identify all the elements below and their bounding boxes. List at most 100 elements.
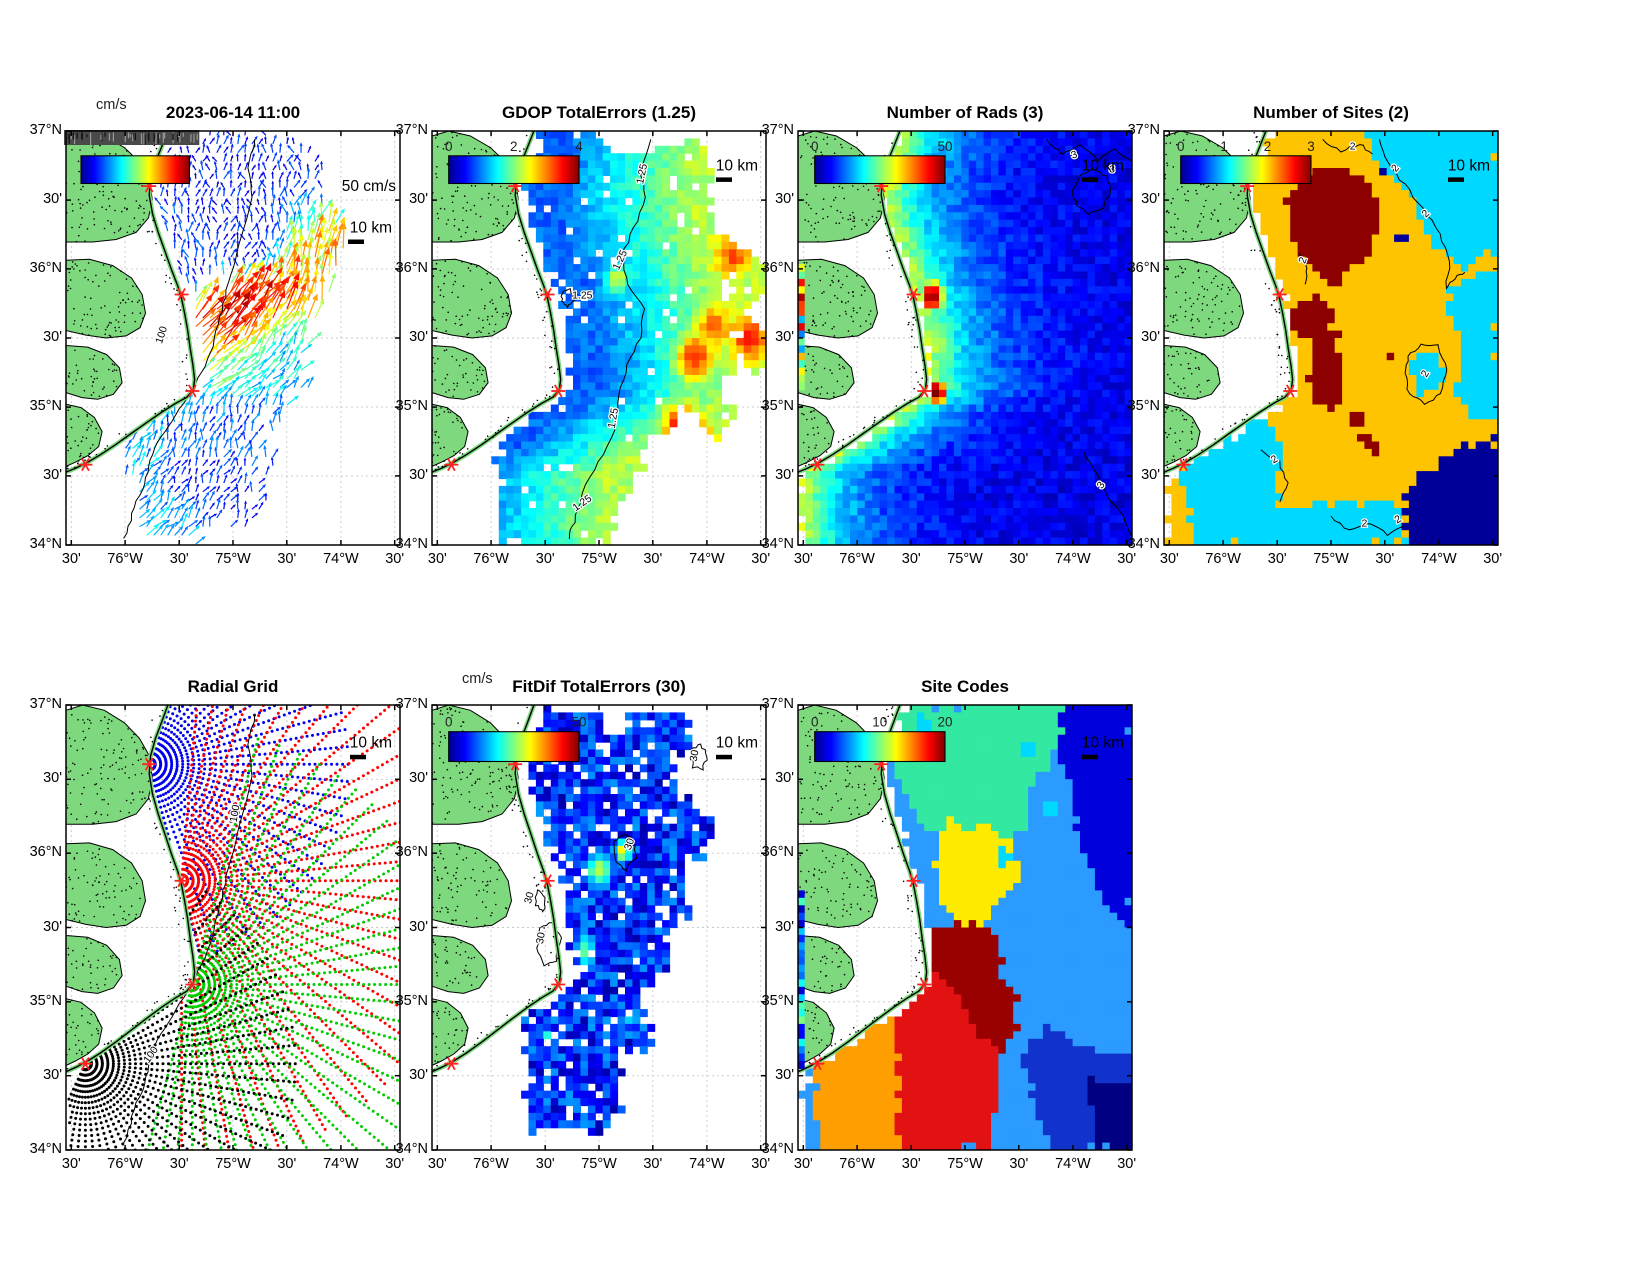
contour-lines [560, 139, 652, 540]
map-plot: 1.251.251.251.251.250 2 410 km [431, 130, 767, 546]
x-axis-tick-label: 30' [1009, 551, 1029, 567]
x-axis-tick-label: 75°W [947, 551, 983, 567]
x-axis-tick-label: 74°W [1055, 551, 1091, 567]
x-axis-tick-label: 30' [427, 551, 447, 567]
y-axis-tick-label: 30' [409, 918, 428, 935]
x-axis-tick-label: 30' [277, 551, 297, 567]
data-field [798, 131, 1132, 545]
axes-frame [65, 704, 401, 1151]
distance-scale-label: 10 km [716, 157, 758, 174]
x-axis-tick-label: 30' [901, 1156, 921, 1172]
x-axis-tick-label: 30' [385, 551, 405, 567]
contour-lines [123, 139, 256, 539]
distance-scale-bar [348, 239, 364, 244]
coastline [431, 704, 562, 1073]
coastline [65, 130, 196, 473]
x-axis-tick-label: 30' [643, 551, 663, 567]
x-axis-tick-label: 30' [793, 551, 813, 567]
contour-lines [1046, 139, 1133, 536]
y-axis-tick-label: 34°N [29, 536, 62, 552]
distance-scale-bar [1082, 177, 1098, 182]
y-axis-tick-label: 36°N [761, 259, 794, 276]
distance-scale-label: 10 km [1082, 157, 1124, 174]
x-axis-tick-label: 30' [169, 1156, 189, 1172]
panel-number-of-rads-3-: Number of Rads (3) 37°N 30' 36°N 30' 35°N 30' 3… [762, 103, 1137, 567]
x-axis-tick-label: 30' [793, 1156, 813, 1172]
x-axis-tick-label: 30' [61, 551, 81, 567]
distance-scale-label: 10 km [1082, 734, 1124, 751]
y-axis-tick-label: 30' [775, 1066, 794, 1083]
y-axis-tick-label: 30' [1141, 191, 1160, 208]
y-axis-tick-label: 35°N [29, 992, 62, 1009]
axes-frame [65, 130, 401, 546]
contour-label: 2 [1350, 141, 1356, 153]
x-axis-tick-label: 30' [1117, 551, 1137, 567]
colorbar-tick-label: 4 [575, 139, 583, 154]
y-axis-tick-label: 35°N [1127, 398, 1160, 415]
x-axis-tick-label: 75°W [1313, 551, 1349, 567]
y-axis-tick-label: 30' [43, 770, 62, 787]
x-axis-tick-label: 75°W [947, 1156, 983, 1172]
x-axis-tick-label: 76°W [107, 551, 143, 567]
colorbar-tick-label: 50 [571, 715, 586, 730]
radar-site-markers [444, 757, 566, 1071]
panel-title: 2023-06-14 11:00 [165, 103, 301, 122]
y-axis-tick-label: 30' [409, 191, 428, 208]
y-axis-tick-label: 30' [775, 329, 794, 345]
y-axis-tick-label: 37°N [395, 122, 428, 138]
x-axis-tick-label: 74°W [1055, 1156, 1091, 1172]
axes-frame [431, 704, 767, 1151]
scale-annotations: 10 km [716, 157, 758, 182]
y-axis-tick-label: 34°N [1127, 536, 1160, 552]
x-axis-tick-label: 76°W [1205, 551, 1241, 567]
y-axis-tick-label: 30' [409, 770, 428, 787]
contour-lines [1260, 138, 1466, 537]
x-axis-tick-label: 30' [751, 551, 771, 567]
x-axis-tick-label: 30' [1009, 1156, 1029, 1172]
axes-frame [797, 704, 1133, 1151]
y-axis-tick-label: 34°N [395, 536, 428, 552]
x-axis-tick-label: 74°W [323, 1156, 359, 1172]
panel-site-codes: Site Codes 37°N 30' 36°N 30' 35°N 30' 34°N 30' 76… [762, 677, 1137, 1172]
y-axis-tick-label: 30' [409, 329, 428, 345]
colorbar-tick-label: 0 [1177, 139, 1185, 154]
x-axis-tick-label: 30' [535, 1156, 555, 1172]
panel-2023-06-14-11-00: 2023-06-14 11:00 cm/s 37°N 30' 36°N 30' 35°N 30… [30, 97, 405, 567]
velocity-scale-label: 50 cm/s [342, 178, 397, 195]
map-plot: 0 10 20 10 km [797, 704, 1133, 1151]
contour-label: 30 [688, 749, 702, 763]
y-axis-tick-label: 37°N [1127, 122, 1160, 138]
colorbar: 0 10 20 [811, 715, 953, 763]
contour-label: 3 [1109, 163, 1115, 175]
x-axis-tick-label: 30' [1159, 551, 1179, 567]
y-axis-tick-label: 30' [43, 1066, 62, 1083]
data-field [125, 131, 347, 545]
coastline [65, 704, 196, 1073]
y-axis-tick-label: 35°N [29, 398, 62, 415]
y-axis-tick-label: 35°N [395, 992, 428, 1009]
y-axis-tick-label: 30' [1141, 329, 1160, 345]
distance-scale-bar [716, 177, 732, 182]
overlapping-tick-labels [64, 130, 200, 145]
contour-label: 2 [1361, 517, 1367, 529]
coastline [1163, 130, 1294, 473]
colorbar-tick-label: 3 [1307, 139, 1315, 154]
colorbar: 0 50 [445, 715, 587, 763]
panel-title: GDOP TotalErrors (1.25) [502, 103, 696, 122]
x-axis-tick-label: 74°W [323, 551, 359, 567]
colorbar-tick-label: 2 [510, 139, 518, 154]
radar-site-markers [810, 757, 932, 1071]
y-axis-tick-label: 30' [775, 191, 794, 208]
distance-scale-label: 10 km [716, 734, 758, 751]
panel-title: Site Codes [921, 677, 1009, 696]
x-axis-tick-label: 76°W [473, 551, 509, 567]
contour-label: 1.25 [634, 162, 650, 185]
y-axis-tick-label: 30' [43, 329, 62, 345]
data-field [491, 131, 766, 545]
panel-radial-grid: Radial Grid 37°N 30' 36°N 30' 35°N 30' 34°N 30' 7… [30, 677, 405, 1172]
contour-label: 30 [522, 890, 537, 905]
y-axis-tick-label: 30' [775, 918, 794, 935]
x-axis-tick-label: 76°W [473, 1156, 509, 1172]
x-axis-tick-label: 30' [1483, 551, 1503, 567]
